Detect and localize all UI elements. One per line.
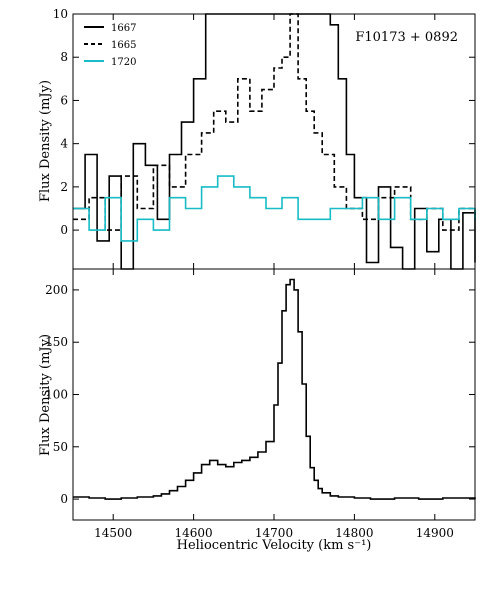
legend-label-1665: 1665 <box>111 40 136 51</box>
bottom-series-line-0 <box>73 278 476 500</box>
top-ytick-label: 0 <box>60 223 68 237</box>
bottom-x-axis: 14500 14600 14700 14800 14900 <box>94 269 454 540</box>
top-panel: 0 2 4 6 8 10 F10173 + 0892 Flux Density (mJy)… <box>38 7 476 270</box>
xtick-label: 14800 <box>335 526 373 540</box>
top-x-ticks <box>112 14 436 269</box>
xtick-label: 14900 <box>416 526 454 540</box>
xtick-label: 14500 <box>94 526 132 540</box>
top-y-axis: 0 2 4 6 8 10 <box>53 7 475 237</box>
bottom-plot-frame <box>72 268 476 521</box>
legend-label-1667: 1667 <box>111 23 136 34</box>
bottom-ylabel: Flux Density (mJy) <box>38 334 53 456</box>
bottom-ytick-label: 0 <box>60 492 68 506</box>
top-ytick-label: 4 <box>60 137 68 151</box>
top-series-line-1720 <box>73 175 476 242</box>
bottom-series-group <box>73 278 476 500</box>
bottom-y-axis: 0 50 100 150 200 <box>45 283 475 506</box>
top-series-group <box>73 13 476 270</box>
top-ytick-label: 8 <box>60 50 68 64</box>
top-ytick-label: 6 <box>60 93 68 107</box>
xtick-label: 14600 <box>175 526 213 540</box>
bottom-ytick-label: 200 <box>45 283 68 297</box>
top-annotation: F10173 + 0892 <box>355 30 458 45</box>
top-ylabel: Flux Density (mJy) <box>38 80 53 202</box>
legend: 1667 1665 1720 <box>84 23 136 68</box>
x-axis-label: Heliocentric Velocity (km s⁻¹) <box>177 538 372 553</box>
bottom-ytick-label: 50 <box>53 440 68 454</box>
bottom-panel: 0 50 100 150 200 14500 14600 14700 14800 14900 F… <box>38 268 476 553</box>
top-series-line-1667 <box>73 13 476 270</box>
xtick-label: 14700 <box>255 526 293 540</box>
bottom-ytick-label: 150 <box>45 335 68 349</box>
top-ytick-label: 10 <box>53 7 68 21</box>
top-series-line-1665 <box>73 13 476 231</box>
legend-label-1720: 1720 <box>111 57 136 68</box>
bottom-ytick-label: 100 <box>45 388 68 402</box>
top-ytick-label: 2 <box>60 180 68 194</box>
